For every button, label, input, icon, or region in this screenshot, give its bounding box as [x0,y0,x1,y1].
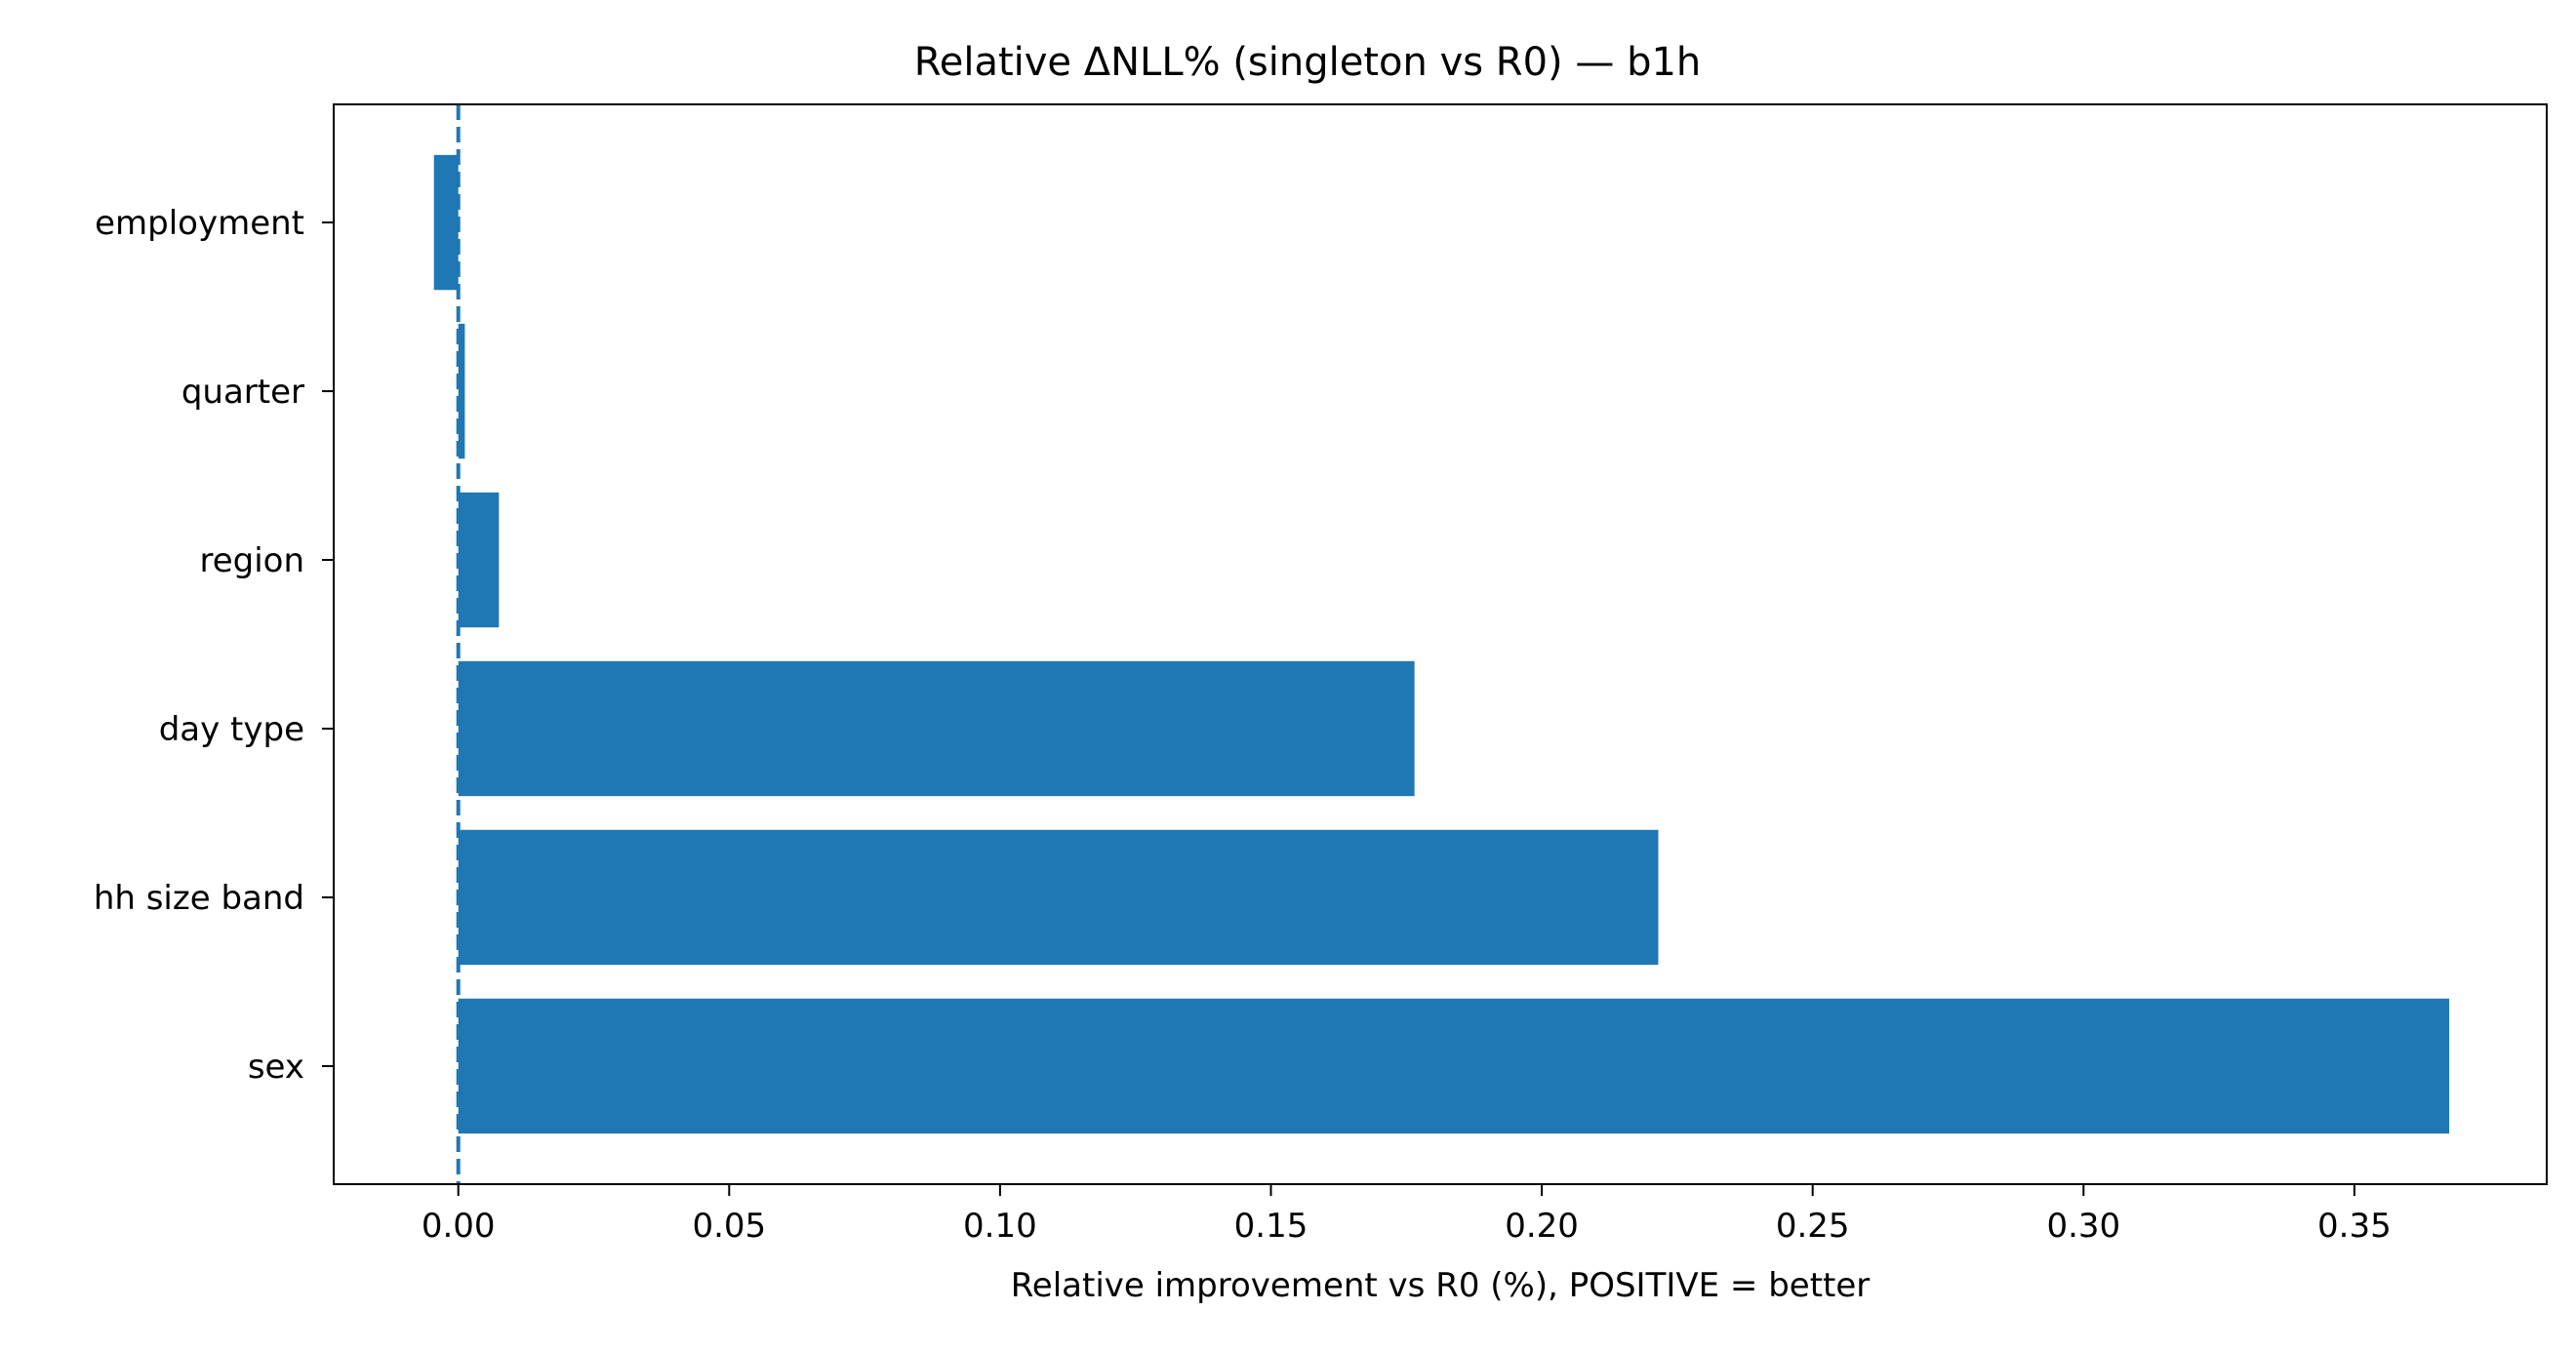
y-tick-label: hh size band [94,879,304,918]
bar-quarter [458,323,465,459]
y-tick-label: sex [248,1048,304,1087]
x-tick-label: 0.30 [2046,1207,2120,1246]
x-tick-label: 0.35 [2317,1207,2392,1246]
bar-day-type [458,660,1415,797]
plot-frame [333,103,2548,1185]
bar-hh-size-band [458,829,1659,966]
y-tick-label: day type [159,710,304,749]
x-tick-label: 0.25 [1776,1207,1850,1246]
x-tick-label: 0.05 [692,1207,766,1246]
y-axis: employment quarter region day type hh size b… [94,204,334,1087]
x-axis-label: Relative improvement vs R0 (%), POSITIVE… [1011,1266,1871,1305]
y-tick-label: region [199,541,304,580]
x-axis: 0.00 0.05 0.10 0.15 0.20 0.25 0.30 0.35 [422,1184,2392,1246]
bar-region [458,492,500,628]
x-tick-label: 0.10 [963,1207,1037,1246]
chart-title: Relative ΔNLL% (singleton vs R0) — b1h [914,40,1702,85]
x-tick-label: 0.20 [1505,1207,1579,1246]
x-tick-label: 0.00 [422,1207,496,1246]
x-tick-label: 0.15 [1234,1207,1308,1246]
bar-sex [458,998,2450,1134]
y-tick-label: employment [95,204,304,243]
y-tick-label: quarter [181,373,304,412]
bars-group [433,154,2450,1134]
bar-employment [433,154,459,291]
